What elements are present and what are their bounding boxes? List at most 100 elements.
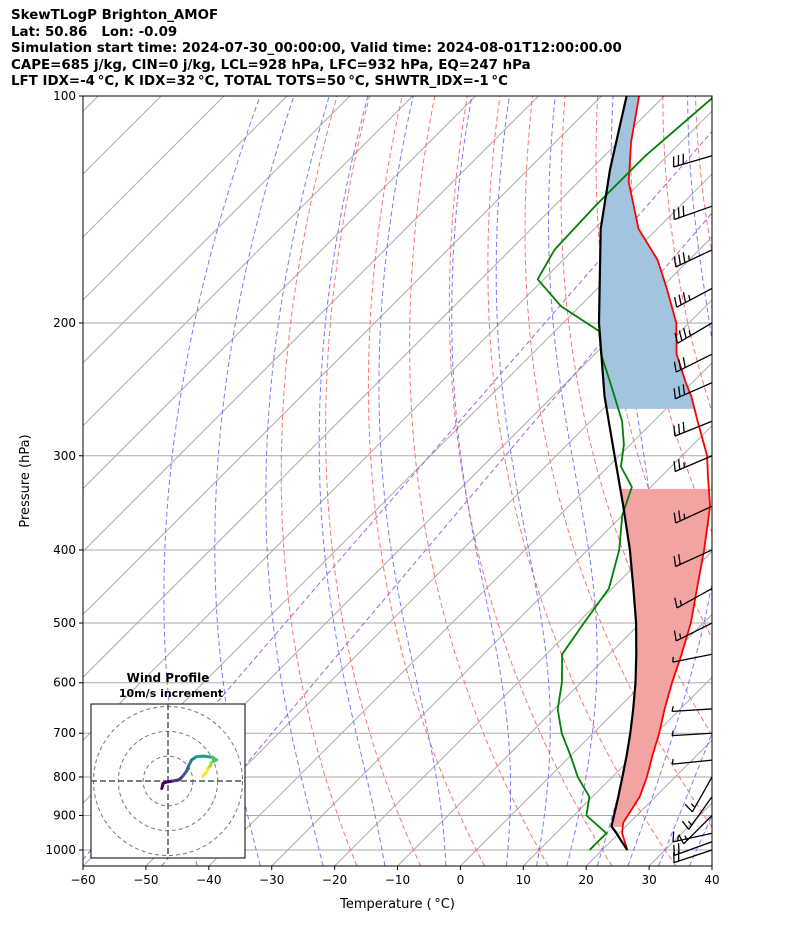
wind-barb-feather (690, 803, 696, 808)
wind-barb-feather (673, 256, 677, 268)
indices-line: LFT IDX=-4 °C, K IDX=32 °C, TOTAL TOTS=5… (11, 74, 508, 90)
isotherm-line (83, 110, 712, 741)
wind-barb (671, 730, 713, 737)
dewpoint-line (536, 97, 712, 851)
wind-barb-shaft (672, 732, 713, 737)
wind-barb-shaft (691, 776, 713, 813)
wind-barb-feather (684, 835, 688, 841)
wind-barb-feather (679, 633, 682, 639)
wind-barb-feather (677, 423, 681, 435)
wind-barb-shaft (677, 322, 713, 344)
time-line: Simulation start time: 2024-07-30_00:00:… (11, 41, 622, 57)
x-tick-label: 40 (704, 873, 719, 887)
wind-barb-shaft (688, 796, 713, 830)
wind-barb (674, 587, 713, 609)
wind-barb-feather (687, 255, 691, 261)
isotherm-line (334, 487, 712, 866)
wind-barb-feather (673, 425, 676, 437)
moist-adiabat (378, 96, 447, 866)
x-tick-label: −20 (322, 873, 347, 887)
wind-barb-feather (683, 462, 686, 468)
x-tick-label: 30 (641, 873, 656, 887)
wind-barb-shaft (674, 420, 713, 437)
wind-barb-feather (678, 510, 681, 521)
wind-barb-feather (681, 820, 690, 830)
dry-adiabat (409, 96, 549, 866)
wind-barb-shaft (676, 587, 713, 609)
moist-adiabat (658, 731, 712, 866)
dry-adiabat (662, 96, 712, 414)
wind-barb (673, 420, 713, 437)
dry-adiabat (325, 96, 422, 866)
x-tick-label: −60 (70, 873, 95, 887)
x-tick-label: 20 (579, 873, 594, 887)
wind-barbs (671, 153, 713, 864)
x-tick-label: −10 (385, 873, 410, 887)
wind-barb (672, 831, 713, 843)
wind-barb-shaft (672, 832, 713, 843)
wind-barb-feather (678, 294, 682, 305)
wind-barb (673, 841, 713, 857)
wind-barb (671, 758, 713, 765)
mixing-ratio-line (83, 130, 712, 861)
wind-barb-shaft (675, 622, 713, 642)
wind-barb-feather (673, 361, 677, 373)
y-tick-label: 1000 (45, 843, 76, 857)
wind-barb-feather (684, 803, 693, 813)
y-tick-label: 500 (53, 616, 76, 630)
wind-barb-shaft (675, 353, 713, 373)
wind-barb-feather (682, 421, 685, 433)
isotherm-line (83, 96, 665, 679)
dry-adiabat (367, 96, 485, 866)
wind-barb-feather (678, 554, 681, 565)
isotherm-line (145, 299, 712, 866)
wind-barb-feather (682, 357, 686, 368)
wind-barb-shaft (675, 505, 713, 524)
wind-barb-feather (673, 844, 676, 856)
isotherm-line (83, 96, 476, 490)
isotherm-line (83, 96, 414, 427)
wind-barb-shaft (672, 708, 713, 712)
isotherm-line (460, 613, 712, 866)
wind-barb-feather (682, 252, 686, 263)
dry-adiabat (728, 96, 794, 866)
wind-barb-feather (677, 843, 680, 854)
wind-barb-shaft (672, 653, 713, 663)
wind-barb-shaft (674, 205, 713, 221)
wind-barb-feather (683, 513, 686, 519)
y-tick-label: 100 (53, 89, 76, 103)
y-axis-label: Pressure (hPa) (18, 434, 33, 527)
wind-barb-feather (672, 831, 675, 842)
x-tick-label: 10 (516, 873, 531, 887)
shaded-areas (599, 96, 711, 827)
x-tick-label: −40 (196, 873, 221, 887)
chart-title: SkewTLogP Brighton_AMOF (11, 8, 219, 23)
wind-barb-feather (678, 330, 683, 341)
wind-barb (681, 796, 713, 830)
wind-barb-feather (678, 359, 682, 370)
hodograph-title: Wind Profile (127, 671, 210, 685)
isotherm-line (648, 802, 712, 866)
sounding-profiles (536, 96, 712, 851)
wind-barb-feather (673, 388, 676, 399)
moist-adiabat (265, 96, 330, 866)
wind-barb (672, 153, 713, 168)
wind-barb (673, 205, 713, 221)
temperature-line (621, 96, 711, 851)
x-tick-label: −50 (133, 873, 158, 887)
wind-barb (673, 249, 713, 268)
isotherm-line (775, 96, 794, 866)
wind-barb-feather (679, 600, 683, 606)
shaded-area-positive-area-aloft (599, 96, 695, 409)
wind-barb (671, 706, 713, 712)
wind-barb-feather (673, 461, 676, 472)
wind-barb (673, 549, 713, 568)
wind-barb-feather (683, 327, 687, 339)
y-tick-label: 600 (53, 676, 76, 690)
dry-adiabat (694, 96, 712, 256)
cape-line: CAPE=685 j/kg, CIN=0 j/kg, LCL=928 hPa, … (11, 57, 531, 73)
isotherm-line (83, 96, 539, 553)
wind-barb-shaft (675, 549, 713, 568)
isotherm-line (83, 96, 288, 301)
